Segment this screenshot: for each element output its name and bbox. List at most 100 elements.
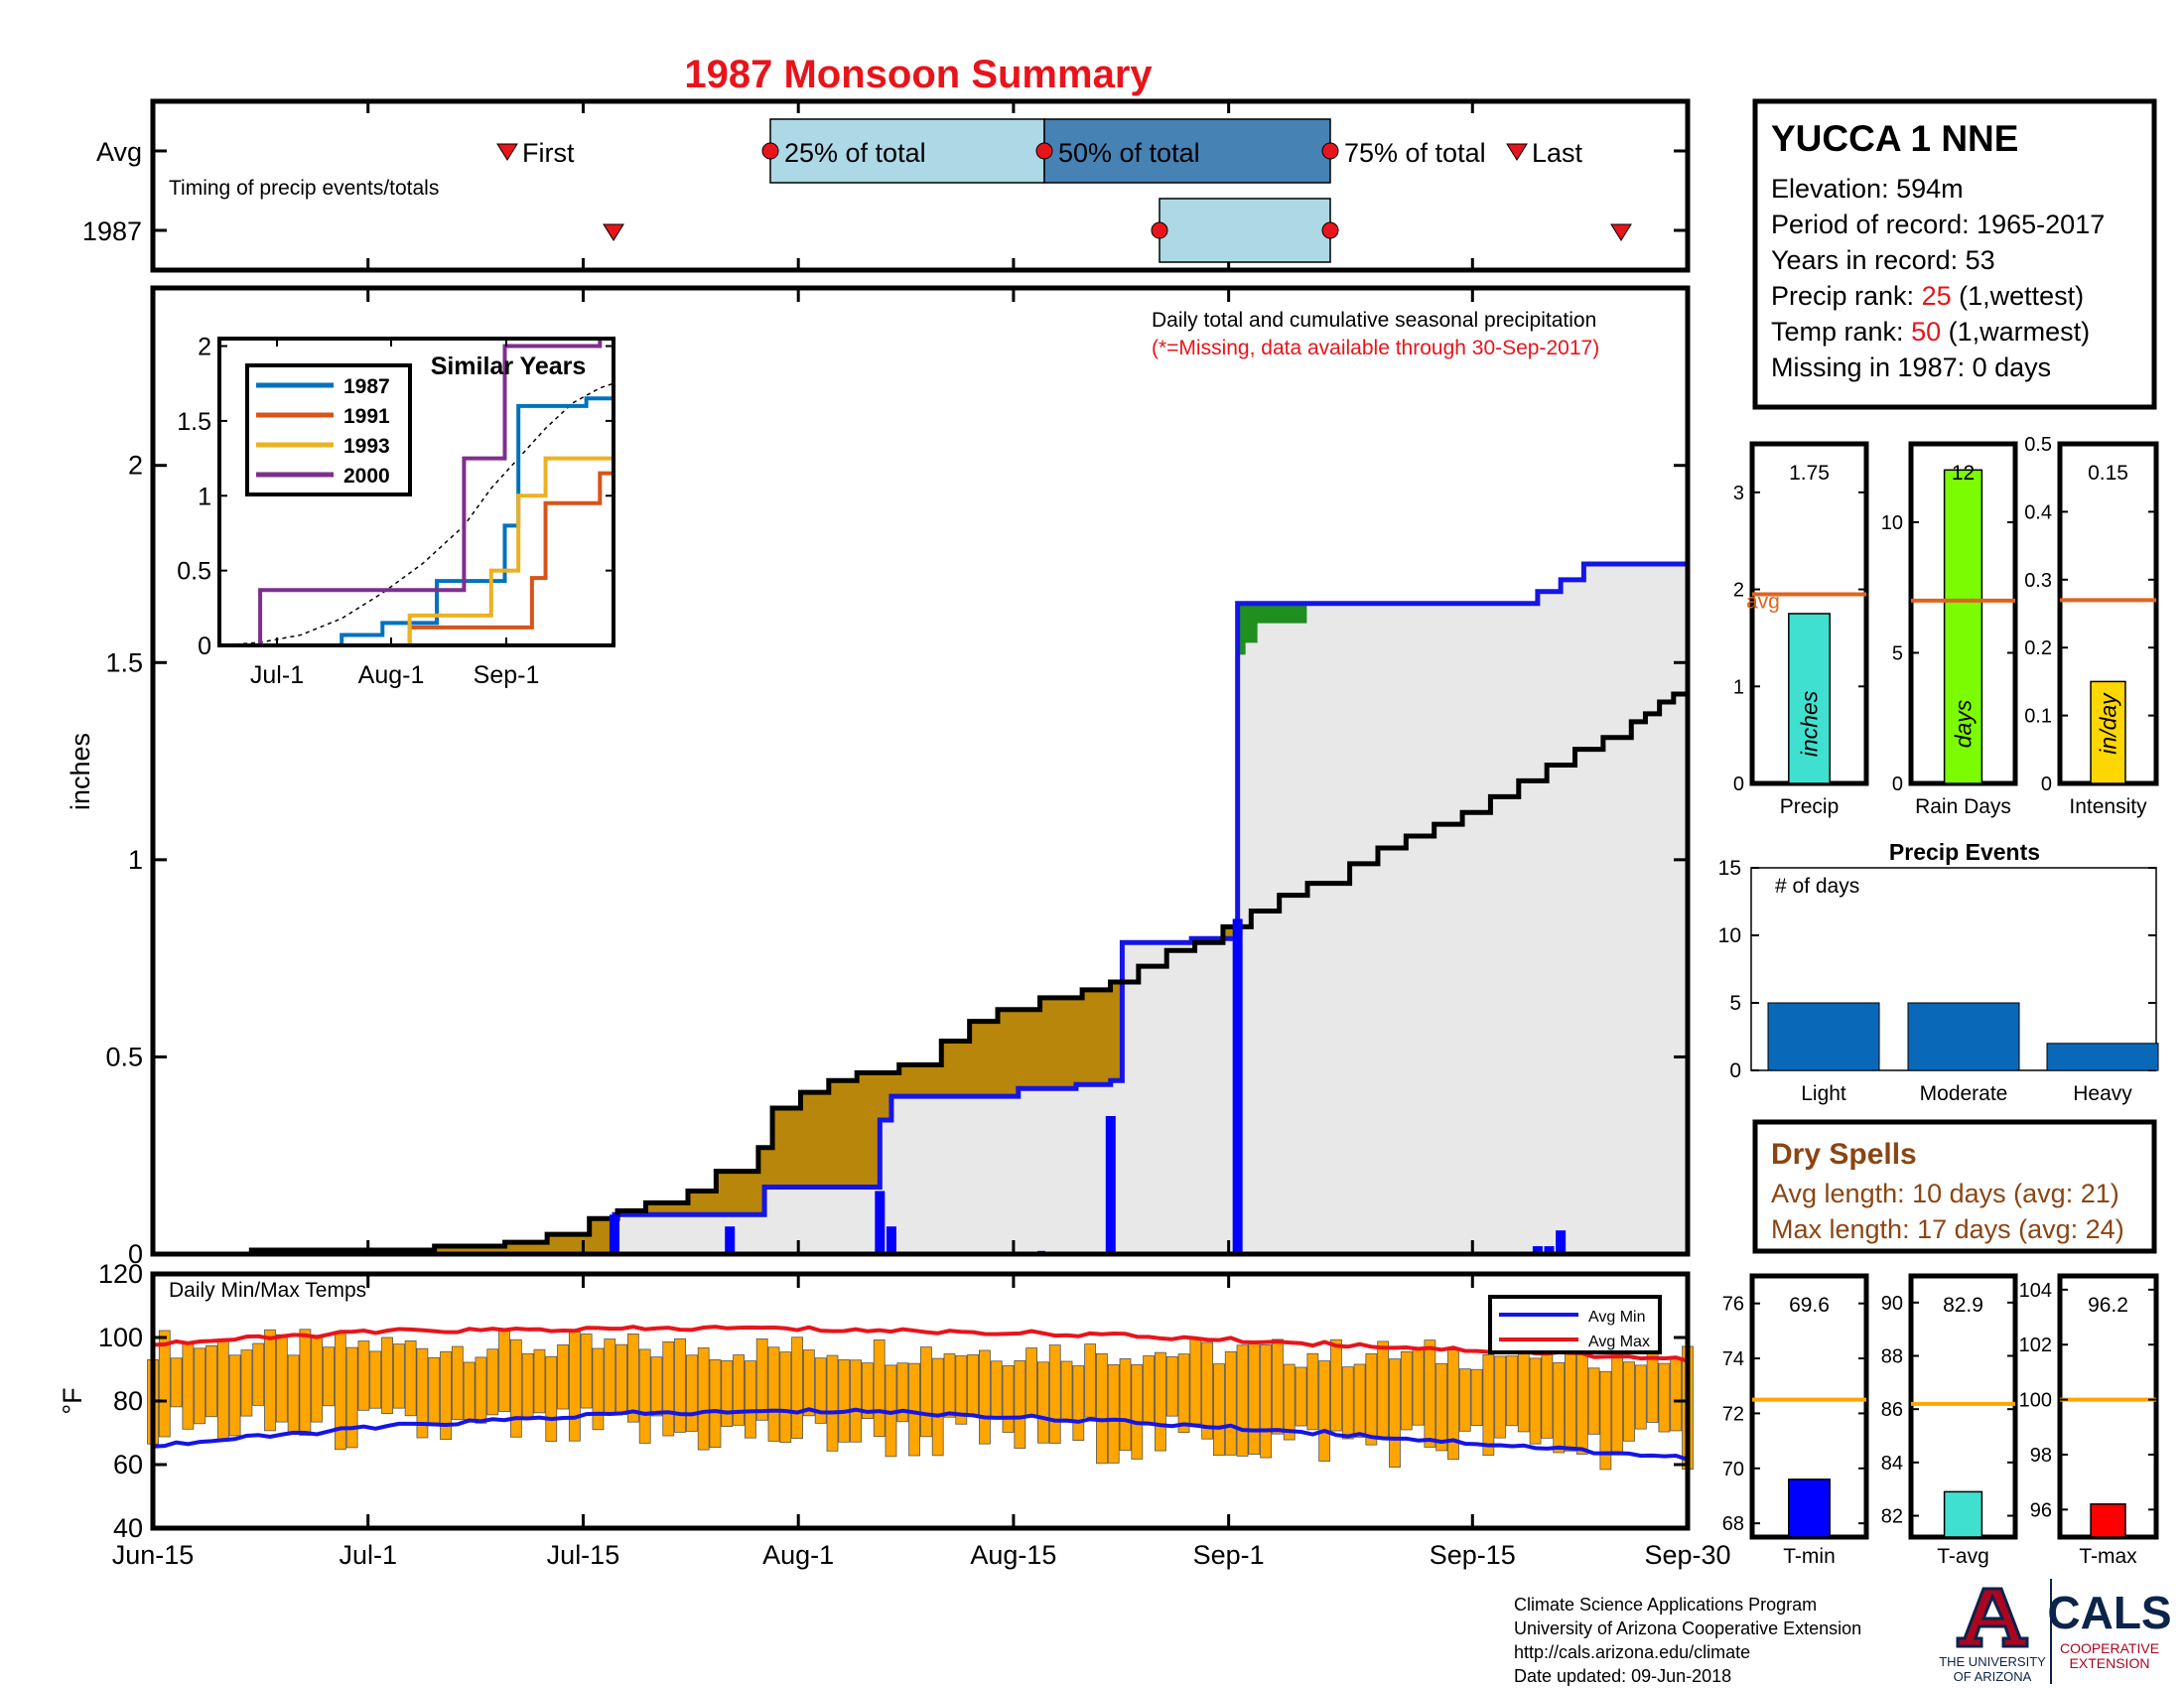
events-tick-label: 5 — [1729, 992, 1741, 1015]
daily-temp-bar — [521, 1352, 534, 1419]
daily-temp-bar — [1084, 1343, 1097, 1418]
x-axis-tick-label: Sep-1 — [1193, 1540, 1265, 1570]
average-cumulative-line — [612, 561, 1688, 1254]
stat-tick-label: 0.4 — [2024, 501, 2052, 523]
daily-temp-bar — [345, 1346, 358, 1449]
daily-temp-bar — [428, 1356, 441, 1426]
temperature-chart: 40 60 80 100 120 Jun-15 Jul-1 Jul-15 Aug-1 Aug-15… — [58, 1259, 1731, 1570]
daily-temp-bar — [1670, 1357, 1683, 1432]
stat-tick-label: 10 — [1881, 512, 1903, 534]
year-25-75-box — [1159, 198, 1331, 263]
daily-temp-bar — [1634, 1364, 1647, 1430]
daily-temp-bar — [943, 1353, 956, 1418]
stat-tick-label: 5 — [1892, 642, 1903, 664]
daily-temp-bar — [1529, 1357, 1542, 1445]
temp-stat-tick-label: 68 — [1722, 1513, 1744, 1535]
daily-temp-bar — [1037, 1361, 1049, 1444]
inset-x-tick-label: Sep-1 — [474, 661, 540, 689]
daily-temp-bar — [1435, 1362, 1448, 1452]
daily-precip-bar — [886, 1226, 896, 1254]
x-axis-tick-label: Aug-15 — [970, 1540, 1056, 1570]
daily-temp-bar — [1002, 1365, 1015, 1433]
inset-x-tick-label: Aug-1 — [358, 661, 425, 689]
temp-stat-tick-label: 88 — [1881, 1346, 1903, 1368]
timing-panel: Avg 1987 Timing of precip events/totals … — [82, 98, 1691, 273]
stat-label-rain_days: Rain Days — [1915, 795, 2011, 818]
temp-stat-label-tmin: T-min — [1783, 1545, 1836, 1568]
daily-temp-bar — [1330, 1338, 1342, 1432]
timing-caption: Timing of precip events/totals — [169, 177, 439, 200]
daily-temp-bar — [252, 1342, 265, 1406]
daily-temp-bar — [638, 1348, 651, 1444]
daily-temp-bar — [533, 1348, 546, 1414]
main-y-tick-label: 2 — [128, 451, 143, 481]
temp-stat-bar-tmax — [2090, 1503, 2126, 1538]
daily-temp-bar — [1424, 1339, 1436, 1448]
daily-temp-bar — [1318, 1360, 1331, 1462]
daily-temp-bar — [1283, 1363, 1296, 1441]
footer-line2: University of Arizona Cooperative Extens… — [1514, 1618, 1861, 1638]
temp-y-tick-label: 60 — [113, 1450, 143, 1479]
daily-temp-bar — [1213, 1363, 1225, 1457]
stat-value-rain_days: 12 — [1952, 462, 1975, 485]
daily-temp-bar — [908, 1362, 920, 1457]
page-title: 1987 Monsoon Summary — [684, 53, 1153, 96]
daily-temp-bar — [1587, 1367, 1600, 1435]
cals-wordmark: CALS — [2047, 1587, 2171, 1638]
main-note: Daily total and cumulative seasonal prec… — [1152, 309, 1596, 332]
daily-temp-bar — [1306, 1352, 1319, 1431]
daily-temp-bar — [1565, 1346, 1576, 1452]
daily-temp-bar — [486, 1348, 499, 1416]
daily-temp-bar — [205, 1344, 217, 1418]
daily-temp-bar — [1177, 1353, 1190, 1434]
daily-temp-bar — [721, 1360, 734, 1428]
daily-temp-bar — [1611, 1347, 1624, 1456]
temp-y-tick-label: 120 — [98, 1259, 143, 1289]
stat-tick-label: 0 — [1892, 774, 1903, 795]
stat-tick-label: 0 — [1733, 774, 1744, 795]
daily-precip-bar — [725, 1226, 736, 1254]
cumulative-1987-line — [153, 686, 1691, 1257]
coop-text-1: COOPERATIVE — [2060, 1640, 2159, 1656]
daily-temp-bar — [451, 1345, 464, 1421]
station-elevation: Elevation: 594m — [1771, 174, 1964, 204]
temperature-stat-bars: 69.6 T-min 68 70 72 74 76 82.9 T-avg 82 84 86 88 90 96… — [1722, 1273, 2159, 1568]
avg-first-marker — [496, 143, 518, 161]
temp-y-tick-label: 100 — [98, 1323, 143, 1352]
daily-temp-bar — [744, 1360, 756, 1439]
daily-temp-bar — [1517, 1340, 1530, 1433]
daily-temp-bar — [755, 1338, 768, 1421]
temp-stat-tick-label: 72 — [1722, 1403, 1744, 1425]
daily-temp-bar — [404, 1339, 417, 1417]
daily-temp-bar — [158, 1330, 171, 1438]
precip-events-chart: Precip Events 0 5 10 15 Light Moderate Heavy #… — [1718, 839, 2159, 1105]
stat-bar-precip — [1788, 613, 1831, 784]
events-tick-label: 10 — [1718, 924, 1741, 947]
daily-temp-bar — [440, 1350, 452, 1441]
stat-tick-label: 0.1 — [2024, 706, 2052, 728]
daily-temp-bar — [1014, 1360, 1026, 1449]
station-temp-rank: Temp rank: 50 (1,warmest) — [1771, 317, 2090, 347]
stat-bar-intensity — [2090, 680, 2126, 784]
daily-temp-bar — [545, 1355, 558, 1443]
daily-temp-bar — [1412, 1346, 1425, 1426]
stat-tick-label: 0.3 — [2024, 570, 2052, 592]
stat-tick-label: 3 — [1733, 483, 1744, 504]
temps-caption: Daily Min/Max Temps — [169, 1279, 366, 1302]
daily-temp-bar — [580, 1334, 593, 1409]
daily-temp-bar — [1623, 1361, 1635, 1442]
inset-legend-label: 1991 — [343, 405, 390, 428]
daily-temp-bar — [1553, 1361, 1566, 1454]
daily-temp-bar — [662, 1340, 675, 1437]
main-y-axis-label: inches — [66, 733, 95, 810]
label-last: Last — [1532, 138, 1583, 168]
daily-temp-bar — [1119, 1358, 1132, 1452]
x-axis-tick-label: Jul-1 — [339, 1540, 397, 1570]
daily-temp-bar — [767, 1346, 780, 1442]
daily-temp-bar — [650, 1356, 663, 1417]
daily-temp-bar — [1494, 1355, 1507, 1439]
stat-bar-rain_days — [1943, 469, 1983, 784]
year-last-marker — [1610, 223, 1632, 241]
x-axis-tick-label: Jul-15 — [547, 1540, 620, 1570]
